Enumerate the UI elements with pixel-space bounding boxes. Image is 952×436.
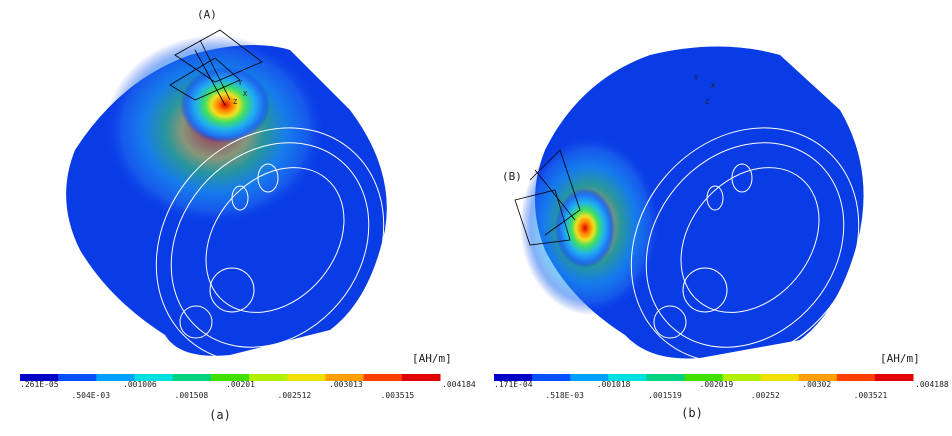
- colorbar-band: [570, 374, 609, 381]
- pointer-label: (B): [502, 170, 522, 183]
- colorbar-band: [134, 374, 174, 381]
- colorbar-band: [401, 374, 441, 381]
- unit-label: [AH/m]: [412, 352, 452, 365]
- caption: (b): [681, 406, 703, 420]
- colorbar-band: [874, 374, 914, 381]
- pointer-glyph: [514, 149, 581, 246]
- triad-label: Y: [694, 74, 699, 82]
- ring-outline: [155, 127, 385, 363]
- colorbar-band: [646, 374, 685, 381]
- scale-label: .004184: [442, 380, 476, 389]
- hotspot: [555, 188, 615, 268]
- colorbar-band: [684, 374, 724, 381]
- scale-label: .001519: [648, 391, 682, 400]
- colorbar-band: [287, 374, 326, 381]
- colorbar-band: [608, 374, 647, 381]
- colorbar-band: [325, 374, 365, 381]
- scale-label: .001006: [123, 380, 157, 389]
- colorbar-band: [722, 374, 762, 381]
- scale-label: .003521: [854, 391, 888, 400]
- scale-label: .003013: [329, 380, 363, 389]
- colorbar-band: [249, 374, 288, 381]
- triad-label: X: [711, 82, 716, 90]
- colorbar-band: [210, 374, 250, 381]
- scale-label: .00201: [226, 380, 255, 389]
- colorbar: .171E-04 .518E-03 .001018 .001519 .002019 .00…: [494, 374, 949, 400]
- ring-outline: [630, 127, 860, 363]
- scale-label: .003515: [381, 391, 415, 400]
- scale-label: .002019: [700, 380, 734, 389]
- colorbar-band: [58, 374, 97, 381]
- colorbar-band: [532, 374, 571, 381]
- panel-b: (B) Y X Z [AH/m] (b) .171E-04 .518E-03 .00…: [494, 46, 949, 420]
- colorbar-band: [494, 374, 533, 381]
- panel-a: (A) Y X Z [AH/m] (a) .261E-05 .504E-03 .00…: [20, 8, 476, 422]
- colorbar-band: [96, 374, 136, 381]
- scale-label: .002512: [278, 391, 312, 400]
- triad-label: Y: [238, 79, 243, 87]
- scale-label: .504E-03: [72, 391, 111, 400]
- triad-label: Z: [233, 98, 237, 106]
- colorbar-band: [798, 374, 838, 381]
- caption: (a): [209, 408, 231, 422]
- pointer-glyph: [169, 29, 263, 106]
- scale-label: .00302: [802, 380, 831, 389]
- colorbar-band: [20, 374, 59, 381]
- scale-label: .261E-05: [20, 380, 59, 389]
- colorbar-band: [760, 374, 800, 381]
- colorbar-band: [172, 374, 212, 381]
- unit-label: [AH/m]: [880, 352, 920, 365]
- scale-label: .171E-04: [494, 380, 533, 389]
- pointer-label: (A): [197, 8, 217, 21]
- scale-label: .001018: [597, 380, 631, 389]
- scale-label: .001508: [175, 391, 209, 400]
- colorbar: .261E-05 .504E-03 .001006 .001508 .00201 .002…: [20, 374, 476, 400]
- colorbar-band: [836, 374, 876, 381]
- scale-label: .00252: [751, 391, 780, 400]
- triad-label: X: [243, 90, 248, 98]
- scale-label: .518E-03: [545, 391, 584, 400]
- colorbar-band: [363, 374, 403, 381]
- triad-label: Z: [705, 98, 709, 106]
- scale-label: .004188: [915, 380, 949, 389]
